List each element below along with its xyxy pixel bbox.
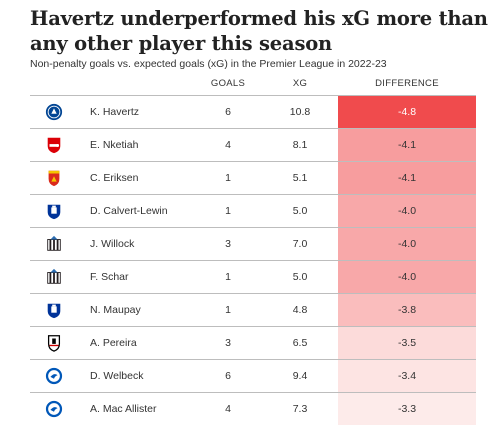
- player-name: A. Pereira: [90, 337, 137, 349]
- player-name: K. Havertz: [90, 106, 140, 118]
- column-header-xg: XG: [292, 78, 308, 89]
- player-name: A. Mac Allister: [90, 403, 157, 415]
- goals-value: 1: [225, 205, 231, 217]
- table-row: D. Calvert-Lewin 1 5.0 -4.0: [30, 194, 476, 227]
- player-name: D. Welbeck: [90, 370, 144, 382]
- difference-value: -4.0: [338, 228, 476, 260]
- difference-value: -3.4: [338, 360, 476, 392]
- newcastle-crest-icon: [45, 235, 63, 253]
- goals-value: 6: [225, 370, 231, 382]
- xg-value: 5.0: [292, 271, 308, 283]
- difference-value: -4.0: [338, 195, 476, 227]
- goals-value: 1: [225, 304, 231, 316]
- column-header-difference: DIFFERENCE: [375, 78, 439, 89]
- player-table: GOALS XG DIFFERENCE K. Havertz 6 10.8 -4.8 E…: [30, 75, 476, 425]
- xg-value: 4.8: [292, 304, 308, 316]
- player-name: J. Willock: [90, 238, 135, 250]
- brighton-crest-icon: [45, 400, 63, 418]
- column-header-goals: GOALS: [210, 78, 246, 89]
- table-row: J. Willock 3 7.0 -4.0: [30, 227, 476, 260]
- fulham-crest-icon: [45, 334, 63, 352]
- xg-value: 7.3: [292, 403, 308, 415]
- difference-value: -4.1: [338, 129, 476, 161]
- chart-title: Havertz underperformed his xG more than …: [30, 7, 488, 55]
- table-row: N. Maupay 1 4.8 -3.8: [30, 293, 476, 326]
- goals-value: 3: [225, 238, 231, 250]
- player-name: E. Nketiah: [90, 139, 139, 151]
- everton-crest-icon: [45, 202, 63, 220]
- newcastle-crest-icon: [45, 268, 63, 286]
- table-row: F. Schar 1 5.0 -4.0: [30, 260, 476, 293]
- goals-value: 1: [225, 172, 231, 184]
- xg-value: 8.1: [292, 139, 308, 151]
- xg-value: 10.8: [289, 106, 311, 118]
- chelsea-crest-icon: [45, 103, 63, 121]
- table-row: A. Mac Allister 4 7.3 -3.3: [30, 392, 476, 425]
- player-name: C. Eriksen: [90, 172, 139, 184]
- difference-value: -4.8: [338, 96, 476, 128]
- goals-value: 3: [225, 337, 231, 349]
- table-row: D. Welbeck 6 9.4 -3.4: [30, 359, 476, 392]
- table-row: E. Nketiah 4 8.1 -4.1: [30, 128, 476, 161]
- player-name: N. Maupay: [90, 304, 141, 316]
- xg-value: 5.0: [292, 205, 308, 217]
- xg-value: 5.1: [292, 172, 308, 184]
- difference-value: -3.8: [338, 294, 476, 326]
- xg-value: 7.0: [292, 238, 308, 250]
- goals-value: 4: [225, 139, 231, 151]
- table-row: A. Pereira 3 6.5 -3.5: [30, 326, 476, 359]
- goals-value: 4: [225, 403, 231, 415]
- xg-value: 9.4: [292, 370, 308, 382]
- everton-crest-icon: [45, 301, 63, 319]
- player-name: F. Schar: [90, 271, 129, 283]
- arsenal-crest-icon: [45, 136, 63, 154]
- difference-value: -4.0: [338, 261, 476, 293]
- table-header: GOALS XG DIFFERENCE: [30, 75, 476, 95]
- table-row: C. Eriksen 1 5.1 -4.1: [30, 161, 476, 194]
- chart-subtitle: Non-penalty goals vs. expected goals (xG…: [30, 58, 387, 70]
- difference-value: -3.3: [338, 393, 476, 425]
- table-body: K. Havertz 6 10.8 -4.8 E. Nketiah 4 8.1 -4.1 C. …: [30, 95, 476, 425]
- difference-value: -3.5: [338, 327, 476, 359]
- difference-value: -4.1: [338, 162, 476, 194]
- table-row: K. Havertz 6 10.8 -4.8: [30, 95, 476, 128]
- man-united-crest-icon: [45, 169, 63, 187]
- goals-value: 1: [225, 271, 231, 283]
- brighton-crest-icon: [45, 367, 63, 385]
- player-name: D. Calvert-Lewin: [90, 205, 168, 217]
- goals-value: 6: [225, 106, 231, 118]
- xg-value: 6.5: [292, 337, 308, 349]
